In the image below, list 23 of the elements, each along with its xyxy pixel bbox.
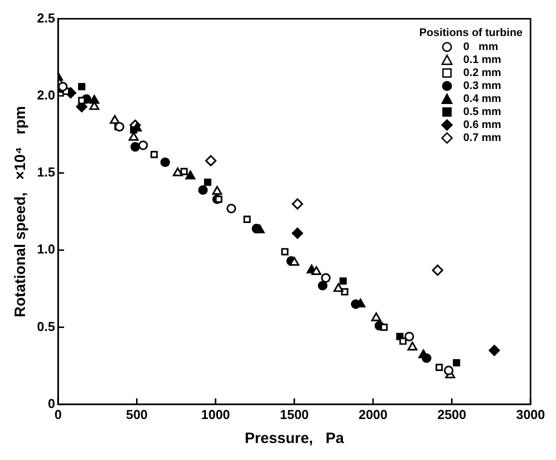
legend-label: 0.3 mm xyxy=(463,80,502,93)
legend-label: 0.5 mm xyxy=(463,106,502,119)
y-tick-label: 2.5 xyxy=(36,10,56,26)
legend-title: Positions of turbine xyxy=(419,26,523,40)
x-axis-title: Pressure, Pa xyxy=(244,430,345,448)
y-tick-label: 1.5 xyxy=(36,164,56,180)
y-tick-label: 0.5 xyxy=(36,318,56,334)
legend-label: 0.2 mm xyxy=(463,66,502,80)
x-tick-label: 2500 xyxy=(437,406,466,422)
x-tick-label: 3000 xyxy=(516,406,545,422)
legend-label: 0.7 mm xyxy=(463,132,502,145)
x-tick-label: 2000 xyxy=(358,406,388,422)
legend-label: 0.6 mm xyxy=(463,118,502,132)
y-tick-label: 0 xyxy=(48,396,56,411)
x-tick-label: 1000 xyxy=(201,406,230,422)
legend-label: 0.4 mm xyxy=(463,92,502,106)
x-tick-label: 1500 xyxy=(280,406,309,422)
y-tick-label: 2.0 xyxy=(36,88,56,102)
y-tick-label: 1.0 xyxy=(36,242,56,257)
x-tick-label: 500 xyxy=(126,406,148,422)
y-axis-title: Rotational speed, ×10⁴ rpm xyxy=(12,106,30,318)
legend-label: 0 mm xyxy=(463,40,498,54)
legend-label: 0.1 mm xyxy=(463,54,502,67)
